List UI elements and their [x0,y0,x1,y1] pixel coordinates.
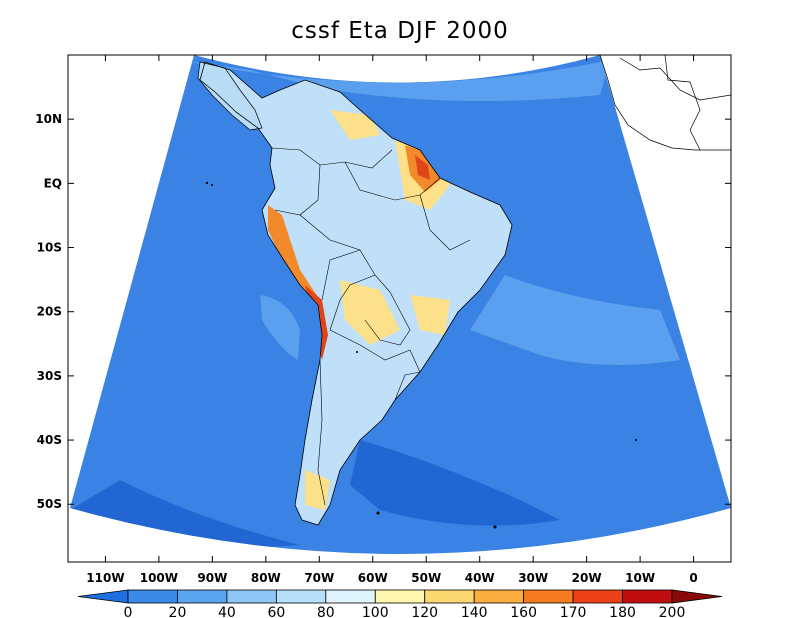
map-title: cssf Eta DJF 2000 [291,18,509,44]
lon-tick-label: 60W [358,571,388,585]
colorbar-swatch [572,589,623,604]
colorbar-label: 100 [362,605,389,618]
lon-tick-label: 30W [518,571,548,585]
colorbar-label: 180 [609,605,636,618]
colorbar-swatch [325,589,376,604]
central-america-land [197,61,263,131]
country-borders [271,147,471,506]
ocean-light-band [180,60,610,102]
africa-coastline [599,55,731,151]
lon-tick-label: 0 [689,571,697,585]
colorbar-swatch [424,589,475,604]
ocean-dark-patch [350,440,560,526]
colorbar-label: 60 [267,605,285,618]
lat-tick-label: EQ [44,176,62,190]
lat-tick-label: 40S [37,433,62,447]
colorbar-label: 160 [510,605,537,618]
lon-tick-label: 10W [625,571,655,585]
lon-tick-label: 80W [251,571,281,585]
lon-tick-label: 40W [465,571,495,585]
colorbar-swatch [622,589,673,604]
ocean-light-patch [470,275,680,365]
colorbar-label: 0 [124,605,133,618]
latitude-axis: 10N EQ 10S 20S 30S 40S 50S [35,112,731,511]
colorbar-label: 170 [560,605,587,618]
south-america-coastline [199,61,513,526]
colorbar-swatch [275,589,327,604]
colorbar-swatch [226,589,277,604]
land-red-patch [415,155,430,180]
colorbar: 0 20 40 60 80 100 120 140 160 170 180 200 [77,589,723,618]
colorbar-swatch [523,589,574,604]
lat-tick-label: 20S [37,305,62,319]
lon-tick-label: 50W [411,571,441,585]
land-warm-patch [330,110,380,140]
lon-tick-label: 100W [140,571,178,585]
lat-tick-label: 50S [37,497,62,511]
lon-tick-label: 90W [197,571,227,585]
longitude-axis: 110W 100W 90W 80W 70W 60W 50W 40W 30W 20W 10W 0 [86,55,698,585]
colorbar-label: 120 [411,605,438,618]
colorbar-label: 20 [169,605,187,618]
colorbar-label: 40 [218,605,236,618]
colorbar-label: 80 [317,605,335,618]
land-warm-patch [410,295,450,335]
colorbar-swatch [374,589,426,604]
lon-tick-label: 110W [86,571,124,585]
colorbar-label: 140 [461,605,488,618]
colorbar-label: 200 [659,605,686,618]
lat-tick-label: 10N [35,112,62,126]
ocean-light-patch [260,295,300,360]
land-warm-patch [340,280,400,345]
islands [205,181,637,529]
colorbar-swatch [473,589,525,604]
colorbar-underflow-arrow [77,589,129,604]
lon-tick-label: 70W [304,571,334,585]
colorbar-overflow-arrow [671,589,723,604]
lon-tick-label: 20W [572,571,602,585]
colorbar-swatch [127,589,178,604]
colorbar-swatch [177,589,228,604]
map-frame-border [67,54,732,563]
lat-tick-label: 30S [37,369,62,383]
lat-tick-label: 10S [37,241,62,255]
